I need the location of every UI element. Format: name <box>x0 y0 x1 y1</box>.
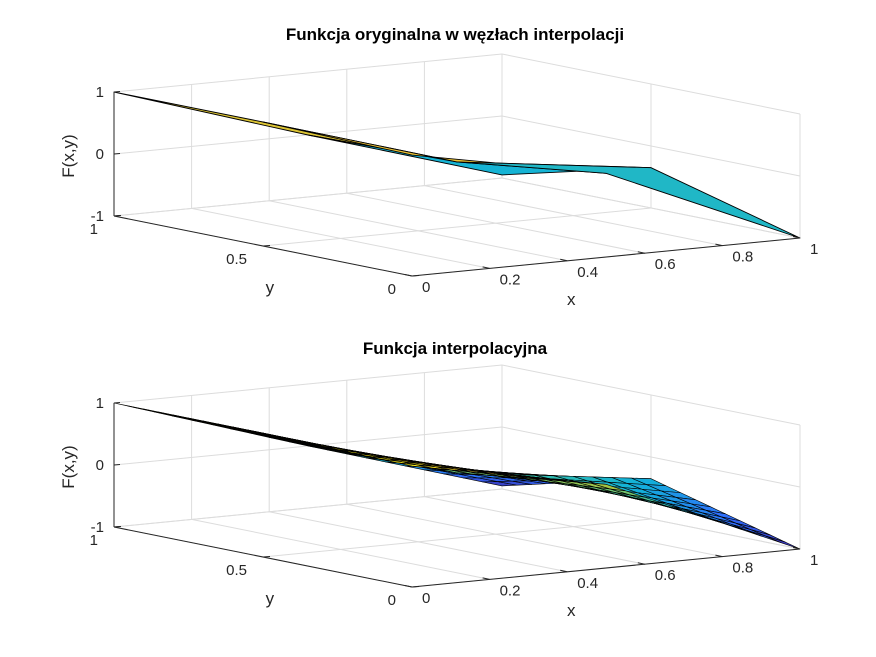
x-tick-label: 0.4 <box>577 264 598 281</box>
surface-patch <box>456 161 801 239</box>
chart-title: Funkcja oryginalna w węzłach interpolacj… <box>286 25 624 44</box>
x-tick-mark <box>404 274 413 277</box>
gridline-z-side <box>501 177 801 239</box>
z-tick-mark <box>113 215 121 217</box>
y-tick-label: 0 <box>388 592 396 609</box>
x-tick-label: 0.2 <box>500 582 521 599</box>
gridline-y-floor <box>262 207 652 247</box>
x-tick-mark <box>482 266 490 269</box>
gridline-z-side <box>501 488 801 550</box>
x-axis-line <box>411 237 801 277</box>
x-tick-label: 0.8 <box>732 560 753 577</box>
x-tick-mark <box>637 251 645 254</box>
surface <box>113 402 801 550</box>
surface <box>113 91 801 239</box>
z-tick-mark <box>113 526 121 528</box>
z-tick-label: 1 <box>96 84 104 101</box>
x-tick-label: 0.6 <box>655 256 676 273</box>
y-tick-label: 0 <box>388 281 396 298</box>
surface-patch <box>765 535 801 550</box>
y-tick-label: 0.5 <box>226 562 247 579</box>
x-tick-label: 1 <box>810 552 818 569</box>
z-tick-mark <box>113 91 121 93</box>
x-tick-mark <box>637 562 645 565</box>
z-tick-mark <box>113 402 121 404</box>
x-axis-label: x <box>567 290 576 309</box>
y-axis-label: y <box>266 278 275 297</box>
x-tick-mark <box>560 258 568 262</box>
x-tick-label: 0.6 <box>655 567 676 584</box>
x-tick-mark <box>404 585 413 588</box>
x-tick-label: 0.4 <box>577 575 598 592</box>
x-tick-label: 0.2 <box>500 271 521 288</box>
x-tick-label: 0.8 <box>732 249 753 266</box>
x-tick-mark <box>792 547 801 550</box>
z-tick-label: -1 <box>91 519 104 536</box>
x-tick-mark <box>715 243 723 247</box>
gridline-z-side <box>501 426 801 488</box>
chart-title: Funkcja interpolacyjna <box>363 339 548 358</box>
x-tick-mark <box>715 554 723 558</box>
x-tick-label: 0 <box>422 590 430 607</box>
x-axis-label: x <box>567 601 576 620</box>
z-tick-mark <box>113 464 121 466</box>
y-tick-label: 1 <box>90 221 98 238</box>
x-axis-line <box>411 548 801 588</box>
y-tick-mark <box>411 586 420 588</box>
y-axis-label: y <box>266 589 275 608</box>
gridline-z-side <box>501 53 801 115</box>
y-tick-label: 0.5 <box>226 251 247 268</box>
z-axis-label: F(x,y) <box>59 445 78 488</box>
y-tick-mark <box>262 556 271 558</box>
gridline-z-back <box>113 364 503 404</box>
x-tick-mark <box>560 569 568 573</box>
x-tick-label: 0 <box>422 279 430 296</box>
x-tick-label: 1 <box>810 241 818 258</box>
gridline-z-back <box>113 177 503 217</box>
gridline-z-back <box>113 53 503 93</box>
gridline-z-side <box>501 364 801 426</box>
gridline-z-side <box>501 115 801 177</box>
x-tick-mark <box>482 577 490 580</box>
z-tick-label: -1 <box>91 208 104 225</box>
y-tick-mark <box>411 275 420 277</box>
z-tick-mark <box>113 153 121 155</box>
z-tick-label: 0 <box>96 457 104 474</box>
y-tick-mark <box>262 245 271 247</box>
z-tick-label: 0 <box>96 146 104 163</box>
y-tick-label: 1 <box>90 532 98 549</box>
gridline-z-back <box>113 488 503 528</box>
z-tick-label: 1 <box>96 395 104 412</box>
x-tick-mark <box>792 236 801 239</box>
gridline-y-floor <box>262 518 652 558</box>
z-axis-label: F(x,y) <box>59 134 78 177</box>
